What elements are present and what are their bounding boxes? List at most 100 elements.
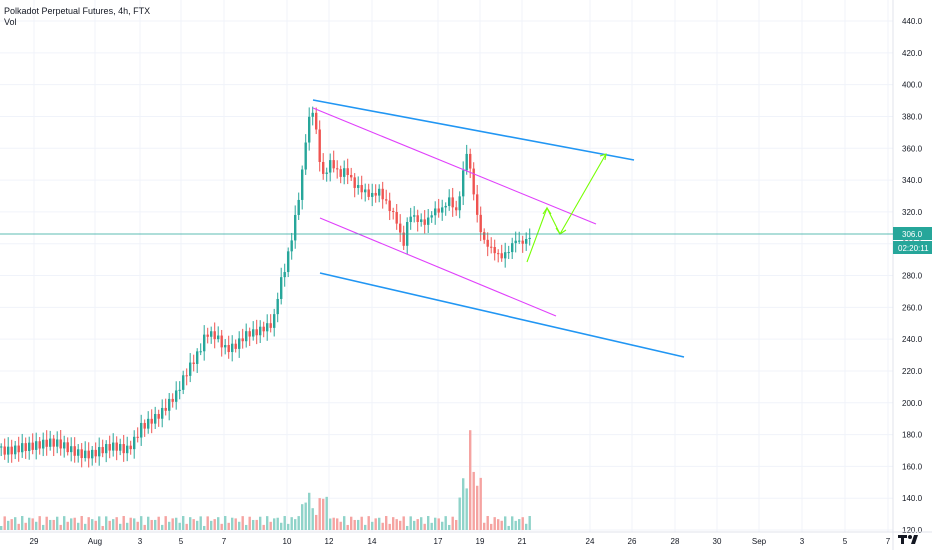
price-tick-label: 360.0 [902,144,923,153]
volume-bar [94,520,97,530]
candle-body [182,375,185,390]
candle-body [220,335,223,348]
volume-bar [24,522,27,530]
candle-body [245,331,248,342]
projection-path [526,153,607,263]
volume-bar [332,517,335,530]
time-tick-label: 7 [222,537,227,546]
volume-bar [322,498,325,530]
volume-bar [287,523,290,530]
candle-body [14,445,17,455]
time-tick-label: 7 [886,537,891,546]
volume-bar [325,496,328,530]
volume-bar [115,517,118,530]
volume-bar [269,521,272,530]
candle-body [318,129,321,162]
candle-body [430,215,433,218]
volume-bar [175,517,178,530]
candle-body [238,338,241,349]
time-tick-label: Sep [752,537,767,546]
volume-bar [518,519,521,530]
candle-body [273,314,276,328]
time-tick-label: 10 [283,537,292,546]
volume-bar [276,517,279,530]
candle-body [140,422,143,438]
price-tick-label: 320.0 [902,208,923,217]
volume-bar [525,523,528,530]
volume-bar [245,524,248,530]
time-tick-label: 21 [518,537,527,546]
time-tick-label: Aug [88,537,102,546]
time-tick-label: 24 [586,537,595,546]
candle-body [185,375,188,377]
candle-body [360,185,363,193]
time-tick-label: 14 [368,537,377,546]
price-tick-label: 240.0 [902,335,923,344]
volume-bar [350,516,353,530]
volume-bar [273,518,276,530]
candle-body [101,447,104,454]
candle-body [84,450,87,459]
candle-body [472,168,475,195]
projection-arrowhead [542,207,552,215]
candle-body [80,449,83,459]
volume-bar [168,521,171,530]
volume-bar [318,498,321,530]
candle-body [511,243,514,253]
volume-bar [434,517,437,530]
price-tick-label: 440.0 [902,17,923,26]
candle-body [0,446,3,448]
candle-body [66,442,69,453]
candle-body [203,334,206,352]
price-tick-label: 340.0 [902,176,923,185]
candle-body [413,215,416,217]
volume-bar [521,517,524,530]
volume-bar [105,516,108,530]
volume-bar [7,520,10,530]
volume-bar [98,516,101,530]
candle-body [52,438,55,447]
volume-bar [353,519,356,530]
candle-body [420,219,423,222]
candle-body [409,216,412,223]
candle-body [31,442,34,450]
candle-body [196,351,199,364]
candle-body [21,443,24,453]
countdown-badge [893,241,932,254]
volume-bar [196,520,199,530]
volume-bar [189,517,192,530]
volume-bar [140,516,143,530]
candle-body [448,197,451,206]
candle-body [350,175,353,178]
candle-body [255,329,258,336]
candle-body [434,208,437,216]
candle-body [45,439,48,447]
volume-bar [266,516,269,530]
volume-bar [262,524,265,530]
volume-bar [392,517,395,530]
volume-bar [430,522,433,530]
volume-bar [385,516,388,530]
volume-bar [336,518,339,530]
candle-body [280,277,283,299]
volume-bar [129,517,132,530]
candle-body [315,112,318,130]
volume-bar [70,518,73,530]
volume-bar [514,520,517,530]
candle-body [294,214,297,241]
volume-bar [14,517,17,530]
volume-bar [31,518,34,530]
volume-bar [248,516,251,530]
volume-bar [290,517,293,530]
candle-body [364,189,367,193]
candle-body [192,362,195,364]
candle-body [189,362,192,376]
candle-body [77,449,80,456]
candle-body [241,338,244,342]
candle-body [283,272,286,278]
candle-body [234,343,237,349]
volume-bar [507,525,510,530]
volume-bar [133,518,136,530]
